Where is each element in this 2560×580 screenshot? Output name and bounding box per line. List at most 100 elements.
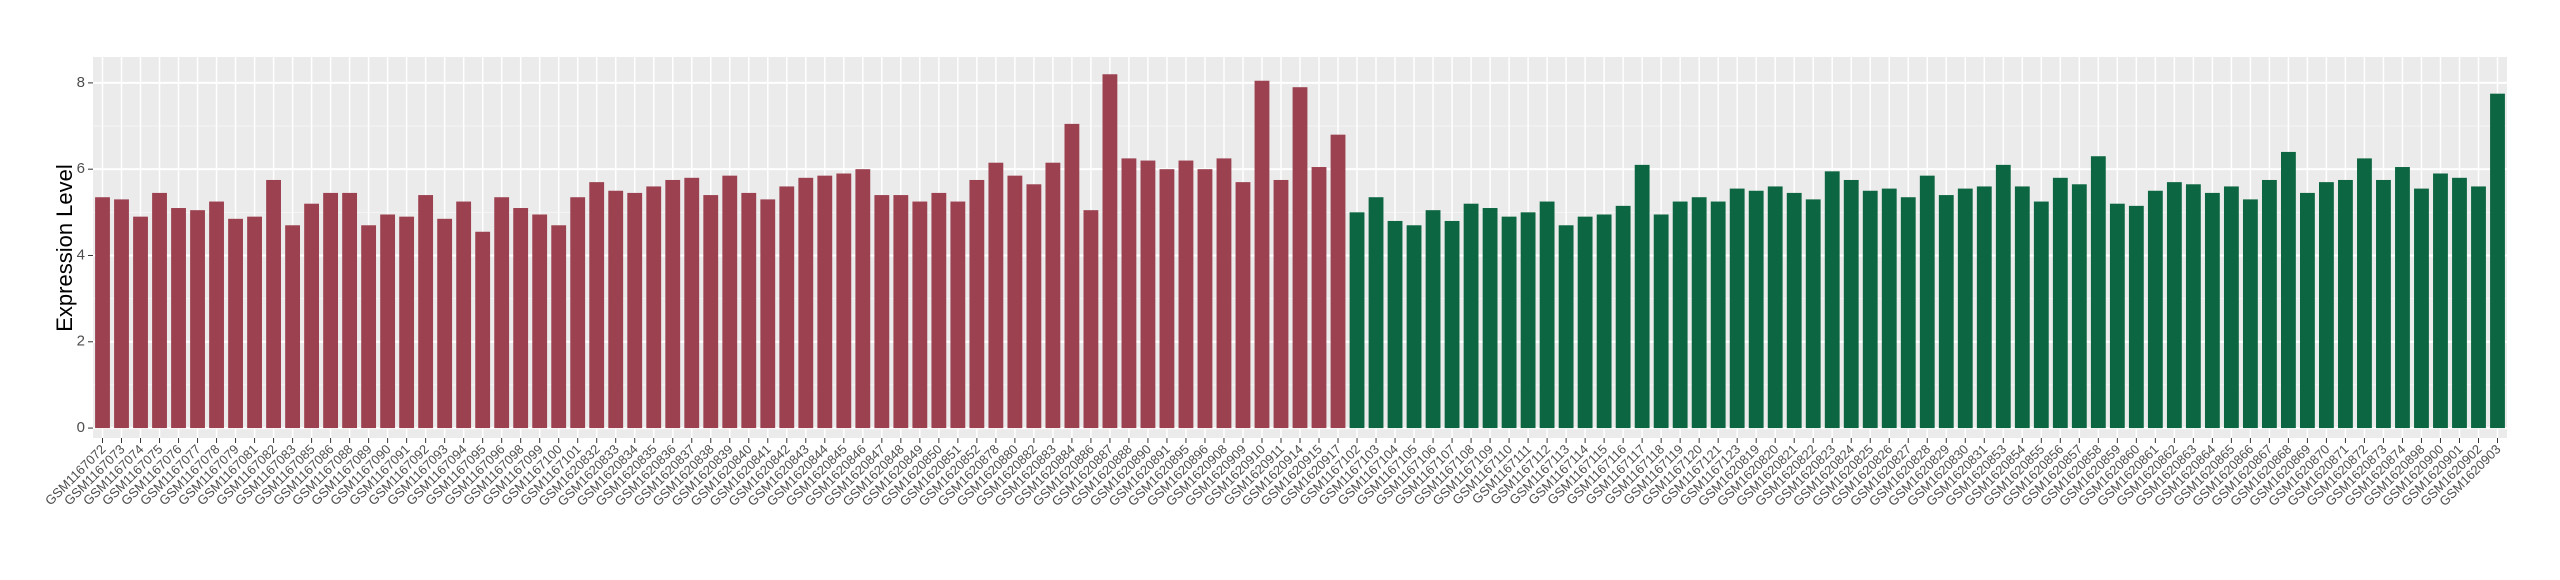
bar <box>2300 192 2315 429</box>
bar <box>2204 192 2220 429</box>
bar <box>1634 164 1650 429</box>
bar <box>1292 87 1308 429</box>
bar <box>969 179 985 429</box>
bar <box>2338 179 2353 429</box>
bar <box>2395 167 2410 429</box>
y-tick-label: 4 <box>77 246 85 263</box>
bar <box>1197 169 1213 429</box>
bar <box>2471 186 2486 429</box>
bar <box>2033 201 2049 429</box>
bar <box>456 201 472 429</box>
bar <box>874 195 890 429</box>
bar <box>1463 203 1479 429</box>
bar <box>2490 93 2505 429</box>
bar <box>1577 216 1593 429</box>
bar <box>2052 177 2068 429</box>
bar <box>2071 184 2087 429</box>
y-tick-label: 6 <box>77 160 85 177</box>
bar <box>361 225 377 429</box>
bar <box>2261 179 2277 429</box>
bar <box>1083 210 1099 429</box>
bar <box>1710 201 1726 429</box>
bar <box>1026 184 1042 429</box>
bar <box>1273 179 1289 429</box>
bar <box>760 199 776 429</box>
y-tick-label: 2 <box>77 333 85 350</box>
bar <box>1102 74 1118 429</box>
bar <box>190 210 205 429</box>
bar <box>2357 158 2372 429</box>
bar <box>1140 160 1156 429</box>
bar <box>1672 201 1688 429</box>
bar <box>912 201 928 429</box>
bar <box>798 177 814 429</box>
bar <box>1881 188 1897 429</box>
bar <box>1425 210 1441 429</box>
bar <box>2452 177 2467 429</box>
bar <box>1862 190 1878 429</box>
bar <box>1406 225 1422 429</box>
bar <box>931 192 947 429</box>
bar <box>817 175 833 429</box>
bar <box>1007 175 1023 429</box>
bar <box>893 195 909 429</box>
bar <box>285 225 300 429</box>
bar <box>1976 186 1992 429</box>
bar <box>171 208 186 429</box>
bar <box>1995 164 2011 429</box>
bar <box>1748 190 1764 429</box>
bar <box>646 186 662 429</box>
bar <box>1729 188 1745 429</box>
bar <box>399 216 415 429</box>
bar <box>342 192 358 429</box>
bar <box>1824 171 1840 429</box>
bar <box>627 192 643 429</box>
bar <box>1957 188 1973 429</box>
bar <box>475 231 491 429</box>
bar <box>1045 162 1061 429</box>
bar <box>2109 203 2125 429</box>
bar <box>1064 123 1080 429</box>
bar <box>1691 197 1707 429</box>
bar <box>1767 186 1783 429</box>
bar <box>2280 151 2296 429</box>
bar <box>2185 184 2201 429</box>
bar <box>1900 197 1916 429</box>
bar <box>323 192 339 429</box>
bar <box>1786 192 1802 429</box>
bar <box>2166 182 2182 429</box>
bar <box>494 197 510 429</box>
bar <box>703 195 719 429</box>
bar <box>1159 169 1175 429</box>
bar <box>1216 158 1232 429</box>
bar <box>988 162 1004 429</box>
bar <box>1539 201 1555 429</box>
bar <box>247 216 262 429</box>
bar <box>1805 199 1821 429</box>
y-tick-label: 8 <box>77 74 85 91</box>
bar <box>2376 179 2391 429</box>
bar <box>1387 220 1403 429</box>
bar <box>532 214 548 429</box>
bar <box>1482 208 1498 429</box>
bar <box>266 179 281 429</box>
bar <box>836 173 852 429</box>
bar <box>2090 156 2106 429</box>
bar <box>1520 212 1536 429</box>
bar <box>1558 225 1574 429</box>
bar <box>779 186 795 429</box>
bar <box>684 177 700 429</box>
bar <box>589 182 605 429</box>
bar <box>2128 205 2144 429</box>
bar <box>570 197 586 429</box>
bar <box>1596 214 1612 429</box>
bar <box>1254 80 1270 429</box>
bar <box>1235 182 1251 429</box>
bar <box>2223 186 2239 429</box>
bar <box>152 192 167 429</box>
bar <box>1121 158 1137 429</box>
bar <box>1938 195 1954 429</box>
y-axis-label: Expression Level <box>52 164 77 332</box>
bar <box>855 169 871 429</box>
